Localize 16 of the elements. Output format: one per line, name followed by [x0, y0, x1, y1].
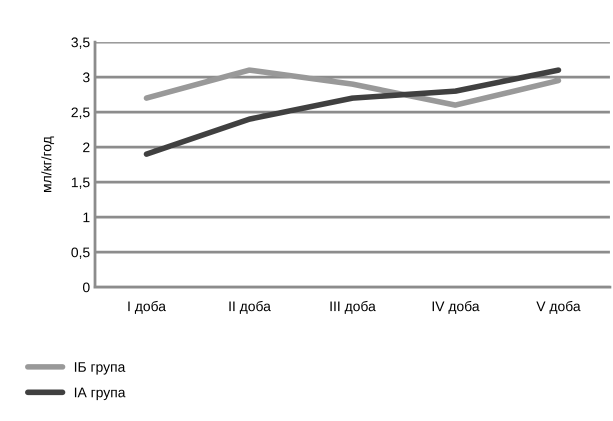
- y-tick-label: 0,5: [71, 247, 90, 259]
- y-tick-label: 1,5: [72, 178, 90, 189]
- y-tick-label: 1: [83, 212, 90, 222]
- x-tick-label: III доба: [330, 300, 376, 314]
- x-tick-label: I доба: [128, 300, 166, 314]
- y-tick-label: 2,5: [72, 107, 90, 119]
- legend-label: ІБ група: [74, 362, 126, 375]
- x-tick-label: V доба: [536, 300, 581, 314]
- y-axis-title: мл/кг/год: [41, 136, 54, 192]
- y-tick-label: 3: [82, 72, 90, 82]
- y-tick-label: 2: [83, 142, 90, 152]
- x-tick-label: IV доба: [432, 300, 480, 314]
- y-tick-label: 3,5: [71, 37, 90, 49]
- y-tick-label: 0: [82, 282, 90, 292]
- x-tick-label: II доба: [229, 300, 271, 314]
- legend-label: ІА група: [74, 388, 126, 400]
